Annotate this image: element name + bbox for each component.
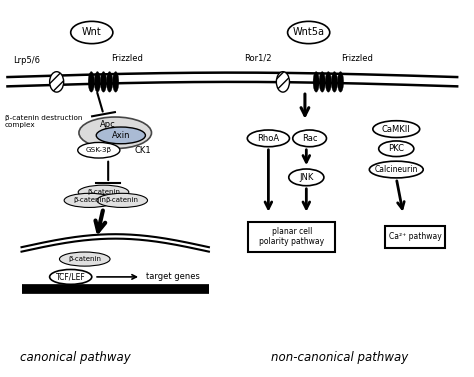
Ellipse shape	[325, 72, 331, 92]
Bar	[384, 226, 446, 248]
Text: Calcineurin: Calcineurin	[374, 165, 418, 174]
Text: complex: complex	[5, 122, 36, 127]
Ellipse shape	[97, 193, 147, 207]
Text: Wnt: Wnt	[82, 28, 101, 37]
Text: PKC: PKC	[388, 144, 404, 153]
Text: Lrp5/6: Lrp5/6	[13, 56, 40, 65]
Ellipse shape	[50, 72, 64, 92]
Ellipse shape	[59, 252, 110, 266]
Text: β-catenin: β-catenin	[87, 189, 120, 195]
Text: TCF/LEF: TCF/LEF	[56, 273, 86, 281]
Ellipse shape	[369, 161, 423, 178]
Ellipse shape	[379, 141, 414, 156]
Ellipse shape	[78, 185, 129, 199]
Ellipse shape	[64, 193, 115, 207]
Ellipse shape	[88, 72, 94, 92]
Ellipse shape	[113, 72, 118, 92]
Ellipse shape	[288, 21, 330, 44]
Text: non-canonical pathway: non-canonical pathway	[272, 351, 409, 364]
Ellipse shape	[96, 127, 146, 144]
Ellipse shape	[79, 117, 152, 149]
Ellipse shape	[293, 130, 327, 147]
Ellipse shape	[331, 72, 337, 92]
Ellipse shape	[319, 72, 325, 92]
Ellipse shape	[94, 72, 100, 92]
Text: planar cell
polarity pathway: planar cell polarity pathway	[259, 227, 324, 247]
Text: Rac: Rac	[302, 134, 318, 143]
Ellipse shape	[276, 72, 290, 92]
Bar	[248, 222, 335, 251]
Text: CK1: CK1	[134, 146, 151, 155]
Text: Apc: Apc	[100, 120, 116, 129]
Text: target genes: target genes	[146, 273, 200, 281]
Ellipse shape	[247, 130, 290, 147]
Text: CaMKII: CaMKII	[382, 124, 410, 133]
Ellipse shape	[100, 72, 107, 92]
Text: Frizzled: Frizzled	[341, 54, 374, 63]
Text: β-catenin: β-catenin	[68, 256, 101, 262]
Text: β-catenin: β-catenin	[73, 198, 106, 203]
Text: β-catenin: β-catenin	[106, 198, 139, 203]
Ellipse shape	[78, 143, 120, 158]
Ellipse shape	[337, 72, 344, 92]
Text: JNK: JNK	[299, 173, 313, 182]
Text: GSK-3β: GSK-3β	[86, 147, 112, 153]
Text: canonical pathway: canonical pathway	[20, 351, 131, 364]
Ellipse shape	[71, 21, 113, 44]
Ellipse shape	[50, 270, 92, 284]
Text: Axin: Axin	[111, 131, 130, 140]
Ellipse shape	[373, 121, 419, 138]
Text: β-catenin destruction: β-catenin destruction	[5, 115, 82, 121]
Ellipse shape	[107, 72, 113, 92]
Text: Wnt5a: Wnt5a	[292, 28, 325, 37]
Text: Frizzled: Frizzled	[111, 54, 143, 63]
Text: Ror1/2: Ror1/2	[244, 54, 272, 63]
Text: RhoA: RhoA	[257, 134, 280, 143]
Text: Ca²⁺ pathway: Ca²⁺ pathway	[389, 232, 441, 241]
Ellipse shape	[289, 169, 324, 186]
Ellipse shape	[313, 72, 319, 92]
